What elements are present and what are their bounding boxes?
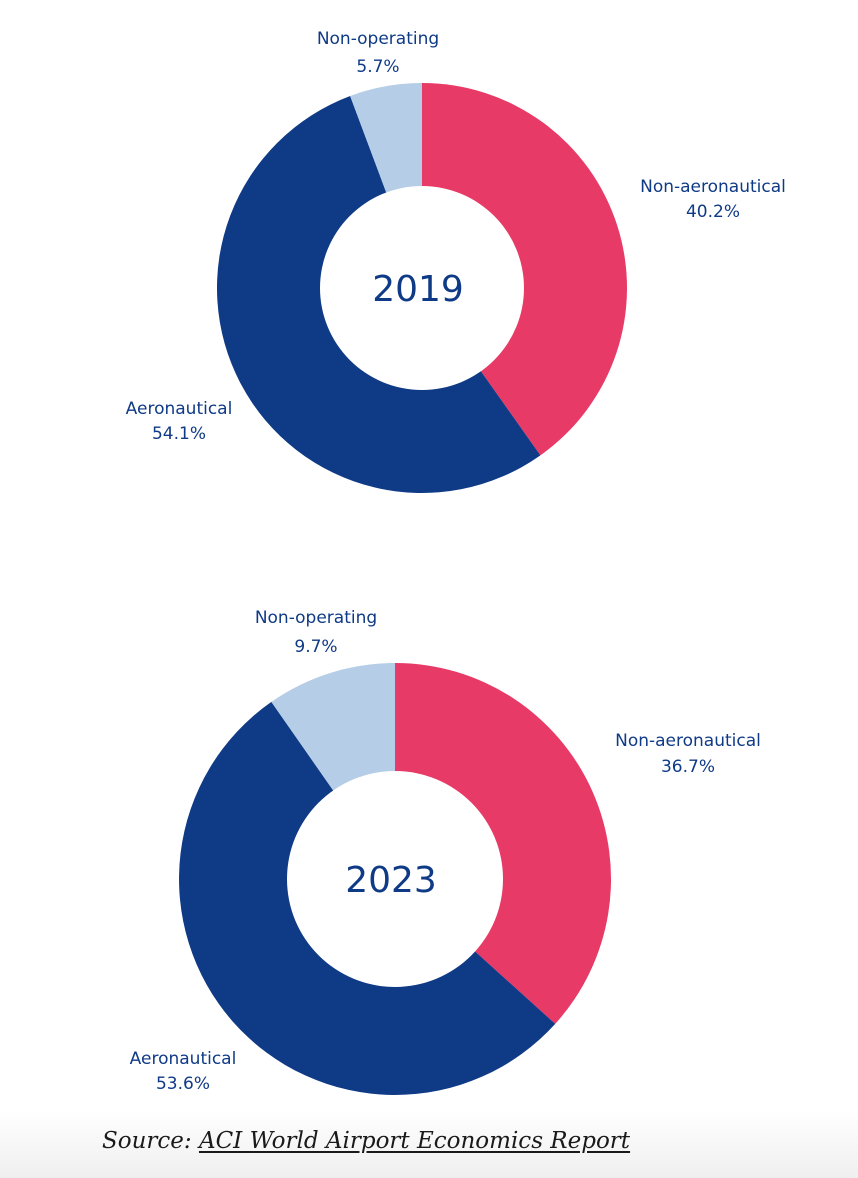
slice-name-non-operating: Non-operating <box>317 29 439 49</box>
footer-band <box>0 1110 858 1178</box>
slice-non-aeronautical <box>395 663 612 1024</box>
slice-name-non-operating: Non-operating <box>255 608 377 628</box>
donut-chart-2023: 2023 Non-operating 9.7% Non-aeronautical… <box>130 608 761 1095</box>
slice-non-aeronautical <box>422 83 627 456</box>
slice-value-aeronautical: 54.1% <box>152 424 206 444</box>
slice-value-non-operating: 5.7% <box>356 57 399 77</box>
source-link[interactable]: ACI World Airport Economics Report <box>198 1128 631 1154</box>
donut-charts: 2019 Non-operating 5.7% Non-aeronautical… <box>126 29 786 1095</box>
slice-name-aeronautical: Aeronautical <box>126 399 233 419</box>
slice-value-non-aeronautical: 36.7% <box>661 757 715 777</box>
slice-value-non-operating: 9.7% <box>294 637 337 657</box>
slice-value-non-aeronautical: 40.2% <box>686 202 740 222</box>
center-label-2019: 2019 <box>372 269 464 310</box>
slice-name-aeronautical: Aeronautical <box>130 1049 237 1069</box>
slice-value-aeronautical: 53.6% <box>156 1074 210 1094</box>
source-prefix: Source: <box>102 1128 199 1154</box>
source-note: Source: ACI World Airport Economics Repo… <box>102 1128 630 1154</box>
slice-name-non-aeronautical: Non-aeronautical <box>640 177 786 197</box>
center-label-2023: 2023 <box>345 860 437 901</box>
slice-name-non-aeronautical: Non-aeronautical <box>615 731 761 751</box>
donut-hole <box>320 186 524 390</box>
donut-chart-2019: 2019 Non-operating 5.7% Non-aeronautical… <box>126 29 786 494</box>
donut-hole <box>287 771 503 987</box>
